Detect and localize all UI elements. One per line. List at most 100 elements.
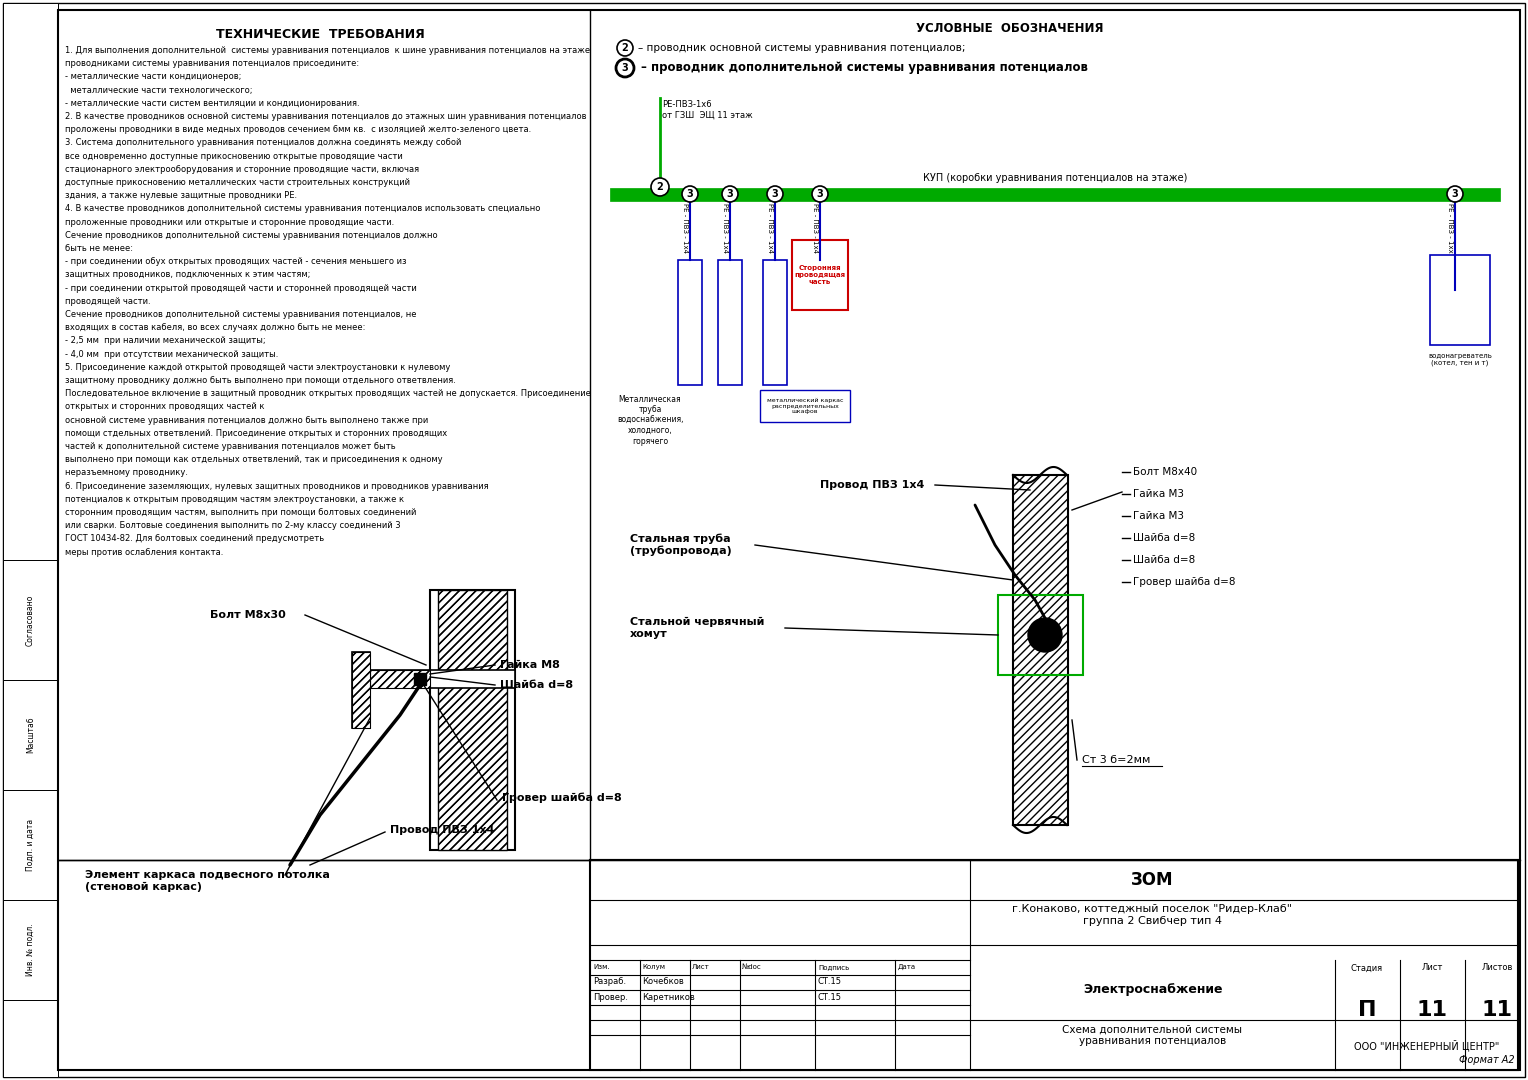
Bar [370, 670, 429, 688]
Bar [759, 390, 850, 422]
Text: металлический каркас
распределительных
шкафов: металлический каркас распределительных ш… [767, 397, 843, 415]
Bar [370, 670, 429, 688]
Text: Формат А2: Формат А2 [1459, 1055, 1514, 1065]
Text: меры против ослабления контакта.: меры против ослабления контакта. [66, 548, 223, 556]
Text: 3: 3 [686, 189, 694, 199]
Text: проложены проводники в виде медных проводов сечением 6мм кв.  с изоляцией желто-: проложены проводники в виде медных прово… [66, 125, 532, 134]
Text: проводящей части.: проводящей части. [66, 297, 151, 306]
Text: 11: 11 [1482, 1000, 1513, 1020]
Text: Инв. № подл.: Инв. № подл. [26, 923, 35, 976]
Text: Провер.: Провер. [593, 993, 628, 1001]
Text: - при соединении открытой проводящей части и сторонней проводящей части: - при соединении открытой проводящей час… [66, 284, 417, 293]
Text: Масштаб: Масштаб [26, 717, 35, 753]
Text: 6. Присоединение заземляющих, нулевых защитных проводников и проводников уравнив: 6. Присоединение заземляющих, нулевых за… [66, 482, 489, 490]
Text: ООО "ИНЖЕНЕРНЫЙ ЦЕНТР": ООО "ИНЖЕНЕРНЫЙ ЦЕНТР" [1354, 1039, 1499, 1051]
Text: Шайба d=8: Шайба d=8 [1132, 534, 1195, 543]
Bar [792, 240, 848, 310]
Text: Сечение проводников дополнительной системы уравнивания потенциалов, не: Сечение проводников дополнительной систе… [66, 310, 417, 319]
Text: или сварки. Болтовые соединения выполнить по 2-му классу соединений 3: или сварки. Болтовые соединения выполнит… [66, 522, 400, 530]
Text: потенциалов к открытым проводящим частям электроустановки, а также к: потенциалов к открытым проводящим частям… [66, 495, 403, 503]
Text: Стальная труба
(трубопровода): Стальная труба (трубопровода) [630, 534, 732, 556]
Bar [1021, 480, 1060, 820]
Bar [718, 260, 743, 384]
Text: 3: 3 [727, 189, 733, 199]
Text: – проводник основной системы уравнивания потенциалов;: – проводник основной системы уравнивания… [639, 43, 966, 53]
Text: - при соединении обух открытых проводящих частей - сечения меньшего из: - при соединении обух открытых проводящи… [66, 257, 406, 266]
Circle shape [617, 40, 633, 56]
Bar [3, 789, 58, 900]
Bar [439, 590, 507, 850]
Text: доступные прикосновению металлических части строительных конструкций: доступные прикосновению металлических ча… [66, 178, 410, 187]
Text: 2: 2 [657, 183, 663, 192]
Text: 5. Присоединение каждой открытой проводящей части электроустановки к нулевому: 5. Присоединение каждой открытой проводя… [66, 363, 451, 372]
Text: Последовательное включение в защитный проводник открытых проводящих частей не до: Последовательное включение в защитный пр… [66, 389, 591, 399]
Bar [3, 1000, 58, 1077]
Text: - металлические части систем вентиляции и кондиционирования.: - металлические части систем вентиляции … [66, 98, 359, 108]
Text: металлические части технологического;: металлические части технологического; [66, 85, 252, 95]
Text: Кочебков: Кочебков [642, 977, 683, 986]
Text: 2: 2 [622, 43, 628, 53]
Circle shape [1447, 186, 1462, 202]
Bar [998, 595, 1083, 675]
Text: Провод ПВЗ 1х4: Провод ПВЗ 1х4 [821, 480, 924, 490]
Circle shape [723, 186, 738, 202]
Text: РЕ - ПВЗ - 1х4: РЕ - ПВЗ - 1х4 [767, 203, 773, 253]
Bar [610, 188, 1500, 201]
Text: – проводник дополнительной системы уравнивания потенциалов: – проводник дополнительной системы уравн… [642, 62, 1088, 75]
Text: - 4,0 мм  при отсутствии механической защиты.: - 4,0 мм при отсутствии механической защ… [66, 350, 278, 359]
Text: помощи стдельных ответвлений. Присоединение открытых и сторонних проводящих: помощи стдельных ответвлений. Присоедине… [66, 429, 448, 437]
Text: защитному проводнику должно быть выполнено при помощи отдельного ответвления.: защитному проводнику должно быть выполне… [66, 376, 455, 384]
Text: ГОСТ 10434-82. Для болтовых соединений предусмотреть: ГОСТ 10434-82. Для болтовых соединений п… [66, 535, 324, 543]
Text: ТЕХНИЧЕСКИЕ  ТРЕБОВАНИЯ: ТЕХНИЧЕСКИЕ ТРЕБОВАНИЯ [215, 28, 425, 41]
Bar [351, 652, 370, 728]
Text: все одновременно доступные прикосновению открытые проводящие части: все одновременно доступные прикосновению… [66, 151, 403, 161]
Text: входящих в состав кабеля, во всех случаях должно быть не менее:: входящих в состав кабеля, во всех случая… [66, 323, 365, 333]
Text: от ГЗШ  ЭЩ 11 этаж: от ГЗШ ЭЩ 11 этаж [662, 111, 753, 120]
Text: Лист: Лист [692, 964, 709, 970]
Bar [3, 561, 58, 680]
Text: Колум: Колум [642, 964, 665, 970]
Text: Металлическая
труба
водоснабжения,
холодного,
горячего: Металлическая труба водоснабжения, холод… [617, 395, 683, 446]
Bar [762, 260, 787, 384]
Bar [414, 673, 426, 685]
Text: Схема дополнительной системы
уравнивания потенциалов: Схема дополнительной системы уравнивания… [1062, 1024, 1242, 1045]
Text: Лист: Лист [1421, 963, 1442, 972]
Text: Провод ПВЗ 1х4: Провод ПВЗ 1х4 [390, 825, 495, 835]
Text: Элемент каркаса подвесного потолка
(стеновой каркас): Элемент каркаса подвесного потолка (стен… [86, 870, 330, 892]
Text: Листов: Листов [1481, 963, 1513, 972]
Text: Подп. и дата: Подп. и дата [26, 819, 35, 872]
Text: Стальной червячный
хомут: Стальной червячный хомут [630, 617, 764, 639]
Text: П: П [1358, 1000, 1377, 1020]
Text: РЕ - ПВЗ - 1хх: РЕ - ПВЗ - 1хх [1447, 203, 1453, 253]
Text: Разраб.: Разраб. [593, 977, 626, 986]
Text: СТ.15: СТ.15 [817, 977, 842, 986]
Bar [370, 670, 515, 688]
Text: Болт М8х30: Болт М8х30 [209, 610, 286, 620]
Circle shape [681, 186, 698, 202]
Bar [439, 590, 507, 850]
Text: Шайба d=8: Шайба d=8 [1132, 555, 1195, 565]
Text: УСЛОВНЫЕ  ОБОЗНАЧЕНИЯ: УСЛОВНЫЕ ОБОЗНАЧЕНИЯ [917, 22, 1103, 35]
Text: 3: 3 [772, 189, 778, 199]
Text: стационарного электрооборудования и сторонние проводящие части, включая: стационарного электрооборудования и стор… [66, 165, 419, 174]
Text: Сторонняя
проводящая
часть: Сторонняя проводящая часть [795, 265, 845, 285]
Text: 3. Система дополнительного уравнивания потенциалов должна соединять между собой: 3. Система дополнительного уравнивания п… [66, 138, 461, 147]
Bar [351, 652, 370, 728]
Bar [3, 900, 58, 1000]
Text: Сечение проводников дополнительной системы уравнивания потенциалов должно: Сечение проводников дополнительной систе… [66, 231, 437, 240]
Text: Шайба d=8: Шайба d=8 [500, 680, 573, 690]
Text: Каретников: Каретников [642, 993, 695, 1001]
Text: Согласовано: Согласовано [26, 594, 35, 646]
Text: здания, а также нулевые защитные проводники РЕ.: здания, а также нулевые защитные проводн… [66, 191, 296, 200]
Bar [429, 590, 515, 850]
Circle shape [651, 178, 669, 195]
Circle shape [811, 186, 828, 202]
Bar [1430, 255, 1490, 345]
Text: водонагреватель
(котел, тен и т): водонагреватель (котел, тен и т) [1429, 353, 1491, 366]
Text: Стадия: Стадия [1351, 963, 1383, 972]
Text: - металлические части кондиционеров;: - металлические части кондиционеров; [66, 72, 241, 81]
Text: РЕ - ПВЗ - 1х4: РЕ - ПВЗ - 1х4 [723, 203, 727, 253]
Text: 1. Для выполнения дополнительной  системы уравнивания потенциалов  к шине уравни: 1. Для выполнения дополнительной системы… [66, 46, 590, 55]
Text: Гайка М3: Гайка М3 [1132, 511, 1184, 521]
Bar [590, 860, 1517, 1070]
